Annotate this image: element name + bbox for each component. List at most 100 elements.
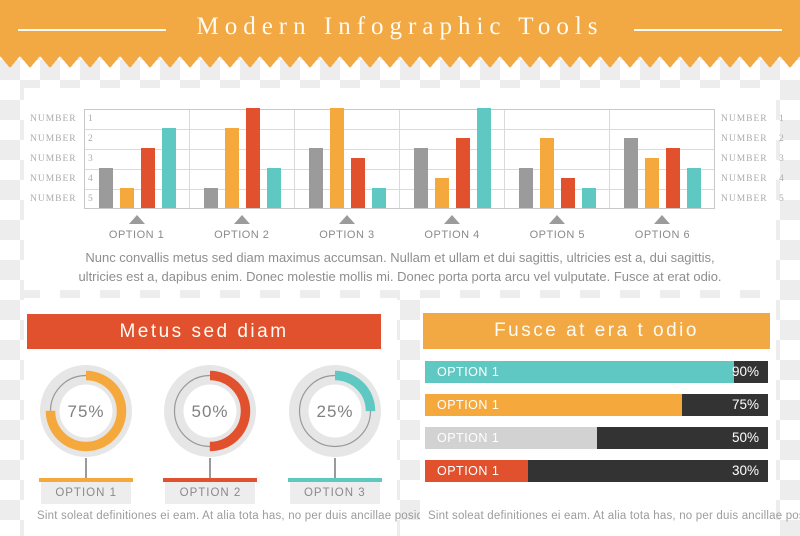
category-item: OPTION 4 [400, 215, 505, 241]
donut-item: 75% OPTION 1 [24, 364, 148, 504]
row-labels-right: NUMBER 1 NUMBER 2 NUMBER 3 NUMBER 4 NUMBER 5 [721, 109, 785, 209]
bar-orange [644, 158, 659, 208]
donut-label: OPTION 1 [41, 482, 132, 504]
bar-red [665, 148, 680, 208]
banner-zigzag-edge [0, 56, 800, 68]
bar-orange [539, 138, 554, 208]
progress-label: OPTION 1 [437, 398, 500, 412]
progress-bars: OPTION 1 90% OPTION 1 75% OPTION 1 50% OPTION … [425, 361, 768, 493]
category-axis: OPTION 1 OPTION 2 OPTION 3 OPTION 4 OPTION 5… [84, 215, 715, 241]
bar-chart-plot [84, 108, 715, 209]
donut-percent: 25% [316, 402, 353, 421]
hbar-section-footer: Sint soleat definitiones ei eam. At alia… [428, 510, 800, 522]
bar-gray [518, 168, 533, 208]
progress-label: OPTION 1 [437, 365, 500, 379]
hbar-section-panel: Fusce at era t odio OPTION 1 90% OPTION 1 7… [420, 298, 800, 536]
donut-label: OPTION 2 [165, 482, 256, 504]
bar-teal [581, 188, 596, 208]
intro-paragraph: Nunc convallis metus sed diam maximus ac… [78, 250, 722, 284]
title-rule-right [634, 29, 782, 31]
bar-gray [203, 188, 218, 208]
bar-group [295, 108, 400, 208]
progress-bar: OPTION 1 90% [425, 361, 768, 383]
title-rule-left [18, 29, 166, 31]
donut-chart: 25% [288, 365, 381, 457]
row-label: NUMBER 2 [30, 134, 94, 144]
donut-item: 50% OPTION 2 [148, 364, 272, 504]
donut-percent: 50% [192, 402, 229, 421]
bar-red [140, 148, 155, 208]
category-label: OPTION 2 [214, 229, 270, 241]
row-labels-left: NUMBER 1 NUMBER 2 NUMBER 3 NUMBER 4 NUMBER 5 [30, 109, 94, 209]
donut-section-panel: Metus sed diam 75% OPTION 1 50% OPTION 2 25%… [24, 298, 459, 536]
progress-fill [425, 427, 597, 449]
category-item: OPTION 5 [505, 215, 610, 241]
bar-orange [119, 188, 134, 208]
bar-red [245, 108, 260, 208]
connector-line [333, 458, 336, 478]
donut-section-header: Metus sed diam [27, 314, 381, 349]
category-label: OPTION 3 [319, 229, 375, 241]
bar-orange [224, 128, 239, 208]
bar-group [85, 110, 190, 208]
triangle-marker-icon [338, 215, 355, 224]
donut-section-footer: Sint soleat definitiones ei eam. At alia… [37, 510, 459, 522]
row-label: NUMBER 2 [721, 134, 785, 144]
progress-label: OPTION 1 [437, 464, 500, 478]
bar-group [190, 108, 295, 208]
bar-orange [329, 108, 344, 208]
progress-label: OPTION 1 [437, 431, 500, 445]
label-accent-strip [39, 478, 134, 482]
page-title: Modern Infographic Tools [196, 13, 604, 40]
progress-percent: 30% [731, 463, 759, 478]
donut-charts-row: 75% OPTION 1 50% OPTION 2 25% OPTION 3 [24, 364, 397, 504]
bar-group [505, 110, 610, 208]
bar-gray [413, 148, 428, 208]
connector-line [85, 458, 88, 478]
category-label: OPTION 4 [424, 229, 480, 241]
progress-fill [425, 460, 528, 482]
bar-teal [161, 128, 176, 208]
category-item: OPTION 3 [294, 215, 399, 241]
bar-teal [476, 108, 491, 208]
row-label: NUMBER 5 [30, 194, 94, 204]
triangle-marker-icon [654, 215, 671, 224]
progress-fill [425, 394, 683, 416]
donut-label: OPTION 3 [289, 482, 380, 504]
label-accent-strip [163, 478, 258, 482]
row-label: NUMBER 3 [30, 154, 94, 164]
bar-teal [686, 168, 701, 208]
triangle-marker-icon [233, 215, 250, 224]
donut-chart: 75% [40, 365, 133, 457]
bar-red [560, 178, 575, 208]
label-accent-strip [287, 478, 382, 482]
progress-bar: OPTION 1 50% [425, 427, 768, 449]
category-label: OPTION 5 [529, 229, 585, 241]
row-label: NUMBER 4 [721, 174, 785, 184]
row-label: NUMBER 5 [721, 194, 785, 204]
donut-item: 25% OPTION 3 [273, 364, 397, 504]
category-item: OPTION 1 [84, 215, 189, 241]
triangle-marker-icon [128, 215, 145, 224]
bar-group [610, 110, 714, 208]
donut-percent: 75% [68, 402, 105, 421]
bar-teal [371, 188, 386, 208]
donut-chart: 50% [164, 365, 257, 457]
row-label: NUMBER 1 [721, 114, 785, 124]
row-label: NUMBER 1 [30, 114, 94, 124]
connector-line [209, 458, 212, 478]
progress-percent: 90% [731, 364, 759, 379]
triangle-marker-icon [549, 215, 566, 224]
hbar-section-header: Fusce at era t odio [423, 313, 770, 349]
bar-orange [434, 178, 449, 208]
category-label: OPTION 1 [108, 229, 165, 241]
triangle-marker-icon [444, 215, 461, 224]
progress-bar: OPTION 1 75% [425, 394, 768, 416]
title-banner: Modern Infographic Tools [0, 0, 800, 56]
grouped-bar-chart-panel: NUMBER 1 NUMBER 2 NUMBER 3 NUMBER 4 NUMBER 5… [24, 88, 785, 290]
bar-gray [98, 168, 113, 208]
bar-gray [623, 138, 638, 208]
bar-teal [266, 168, 281, 208]
row-label: NUMBER 3 [721, 154, 785, 164]
